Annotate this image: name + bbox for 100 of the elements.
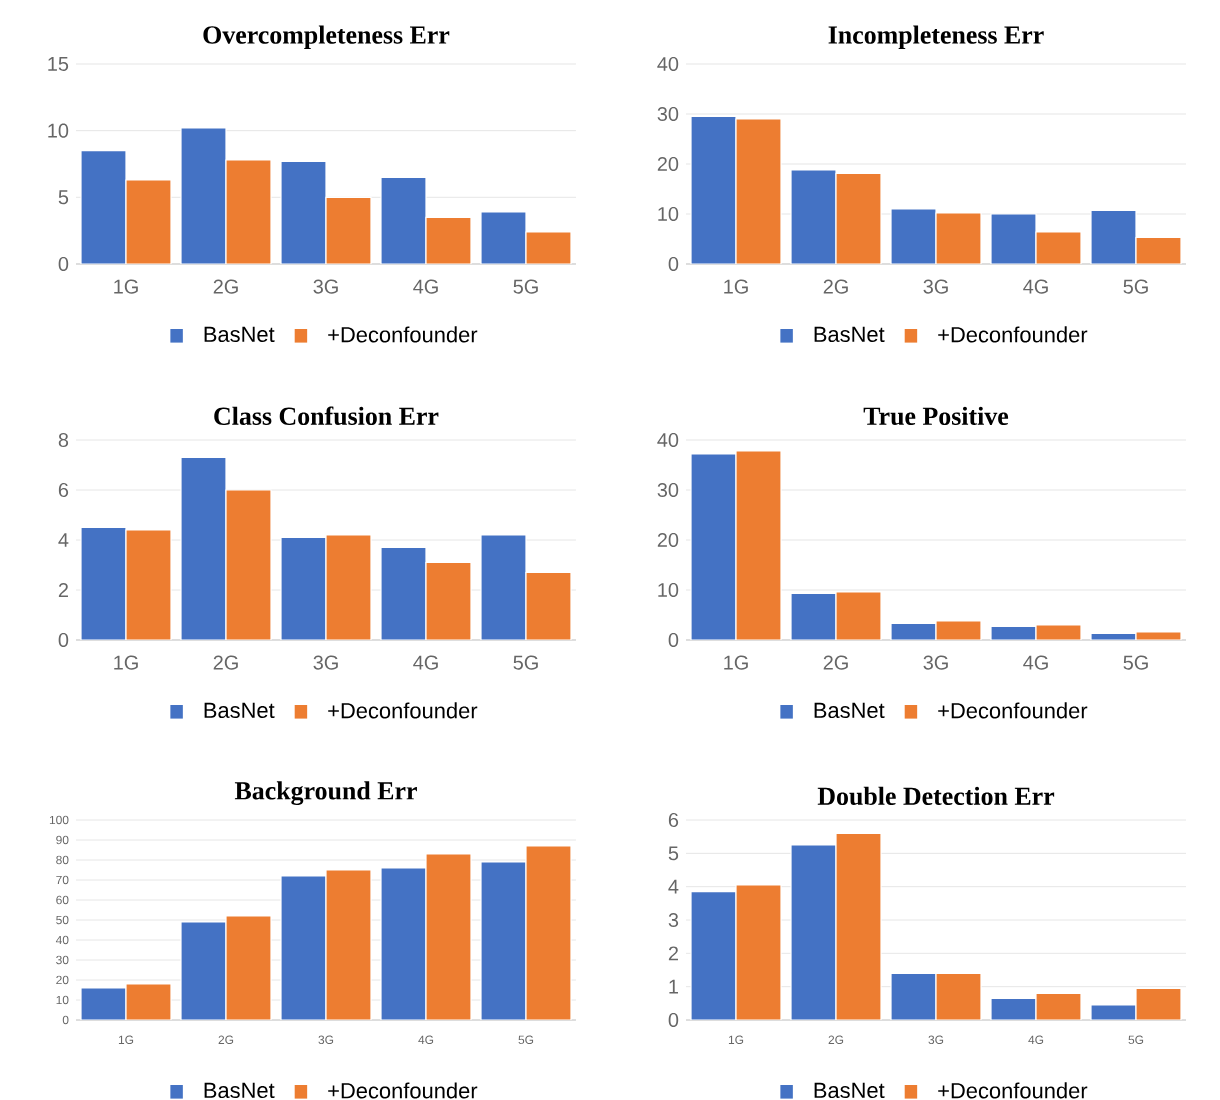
bar xyxy=(280,875,327,1020)
bar xyxy=(890,208,937,264)
bar xyxy=(935,212,982,264)
y-tick-label: 8 xyxy=(58,432,69,448)
y-tick-label: 5 xyxy=(668,846,679,861)
y-tick-label: 10 xyxy=(658,582,679,598)
y-tick-label: 20 xyxy=(657,532,679,548)
bar xyxy=(525,845,572,1020)
y-tick-label: 4 xyxy=(58,533,69,547)
x-tick-label: 1G xyxy=(724,279,748,294)
bar xyxy=(480,534,527,640)
bar xyxy=(80,987,127,1020)
bar xyxy=(380,176,427,264)
legend-label: BasNet xyxy=(204,326,275,343)
x-tick-label: 1G xyxy=(724,655,748,670)
y-tick-label: 10 xyxy=(658,206,679,222)
bar xyxy=(790,592,837,640)
bar xyxy=(790,844,837,1020)
bar xyxy=(890,972,937,1020)
legend-label: +Deconfounder xyxy=(938,702,1088,719)
bar xyxy=(125,179,172,264)
y-tick-label: 20 xyxy=(657,156,679,172)
x-tick-label: 2G xyxy=(213,655,238,670)
x-tick-label: 1G xyxy=(114,279,138,294)
x-tick-label: 3G xyxy=(923,655,948,670)
chart-title: Incompleteness Err xyxy=(828,25,1044,49)
bar xyxy=(835,172,882,264)
bar xyxy=(990,213,1037,264)
bar xyxy=(935,972,982,1020)
y-tick-label: 30 xyxy=(657,482,679,498)
legend-label: +Deconfounder xyxy=(938,1082,1088,1099)
y-tick-label: 0 xyxy=(58,256,69,272)
legend-label: BasNet xyxy=(204,702,275,719)
bar xyxy=(225,915,272,1020)
bar xyxy=(835,591,882,640)
y-tick-label: 6 xyxy=(668,812,679,828)
y-tick-label: 1 xyxy=(669,979,679,994)
bar xyxy=(690,115,737,264)
y-tick-label: 0 xyxy=(668,256,679,272)
x-tick-label: 3G xyxy=(923,279,948,294)
x-tick-label: 5G xyxy=(513,655,538,670)
y-tick-label: 5 xyxy=(58,190,69,205)
bar xyxy=(1035,231,1082,264)
x-tick-label: 2G xyxy=(823,279,848,294)
bar xyxy=(380,546,427,640)
bar xyxy=(225,159,272,264)
x-tick-label: 5G xyxy=(513,279,538,294)
y-tick-label: 6 xyxy=(58,482,69,498)
x-tick-label: 4G xyxy=(1023,655,1048,670)
bar xyxy=(325,196,372,264)
bar xyxy=(1036,993,1081,1020)
bar xyxy=(125,983,172,1020)
y-tick-label: 0 xyxy=(668,1012,679,1028)
bar xyxy=(1135,236,1182,264)
x-tick-label: 5G xyxy=(1123,655,1148,670)
y-tick-label: 15 xyxy=(48,57,69,71)
chart-title: Class Confusion Err xyxy=(214,406,439,426)
bar xyxy=(425,216,472,264)
bar xyxy=(180,127,227,264)
x-tick-label: 3G xyxy=(313,279,338,294)
bar xyxy=(735,450,782,640)
x-tick-label: 4G xyxy=(1023,279,1048,294)
x-tick-label: 5G xyxy=(1123,279,1148,294)
x-tick-label: 3G xyxy=(313,655,338,670)
bar xyxy=(835,832,882,1020)
bar xyxy=(525,231,572,264)
y-tick-label: 2 xyxy=(668,946,678,961)
bar xyxy=(180,456,227,640)
bar xyxy=(690,453,737,640)
bar xyxy=(80,150,127,264)
y-tick-label: 3 xyxy=(668,912,679,928)
legend-label: BasNet xyxy=(204,1082,275,1099)
bar xyxy=(790,169,837,264)
legend-label: +Deconfounder xyxy=(328,326,478,343)
bar xyxy=(280,536,327,640)
y-tick-label: 0 xyxy=(58,632,69,648)
legend-label: +Deconfounder xyxy=(938,326,1088,343)
bar xyxy=(225,489,272,640)
chart-title: Overcompleteness Err xyxy=(203,25,450,49)
legend-label: +Deconfounder xyxy=(328,702,478,719)
bar xyxy=(425,561,472,640)
y-tick-label: 0 xyxy=(668,632,679,648)
x-tick-label: 4G xyxy=(413,279,438,294)
chart-title: Double Detection Err xyxy=(817,786,1055,806)
chart-title: Background Err xyxy=(234,781,417,806)
y-tick-label: 40 xyxy=(657,432,679,448)
bar xyxy=(80,526,127,640)
y-tick-label: 10 xyxy=(48,123,69,138)
legend-label: BasNet xyxy=(814,1082,885,1099)
x-tick-label: 4G xyxy=(413,655,438,670)
y-tick-label: 4 xyxy=(668,879,679,894)
x-tick-label: 2G xyxy=(823,655,848,670)
bar xyxy=(425,853,472,1020)
x-tick-label: 2G xyxy=(213,279,238,294)
y-tick-label: 30 xyxy=(657,106,679,122)
bar xyxy=(325,534,372,640)
bar xyxy=(125,529,172,640)
bar xyxy=(735,118,782,264)
bar xyxy=(1135,987,1182,1020)
y-tick-label: 2 xyxy=(58,583,68,597)
